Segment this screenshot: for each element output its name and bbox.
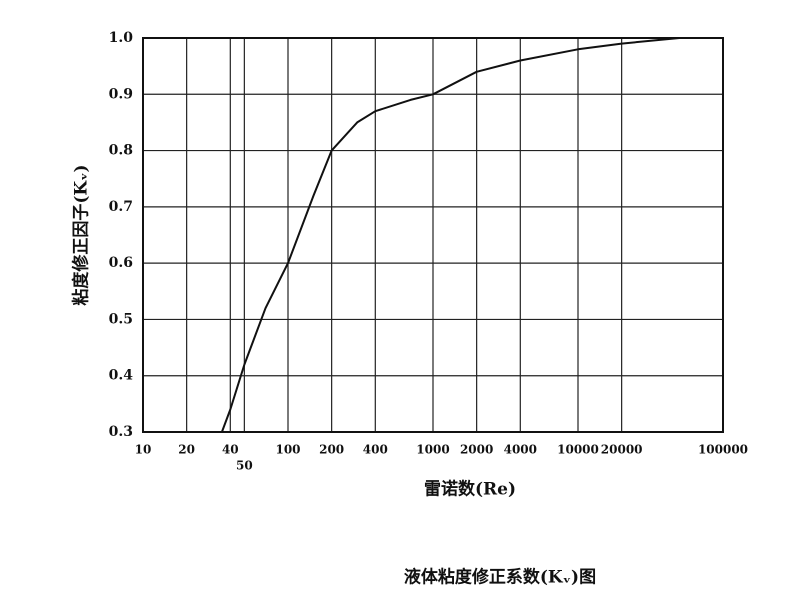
x-tick-label: 4000	[504, 443, 537, 457]
y-tick-label: 0.6	[109, 255, 133, 271]
x-tick-label: 10000	[557, 443, 599, 457]
x-tick-label: 10	[135, 443, 152, 457]
x-tick-label: 100	[275, 443, 300, 457]
y-tick-label: 0.8	[109, 143, 133, 159]
y-tick-label: 0.9	[109, 86, 133, 102]
x-tick-label: 50	[236, 459, 253, 473]
y-tick-label: 0.4	[109, 368, 134, 384]
x-tick-label: 2000	[460, 443, 493, 457]
plot-frame	[142, 37, 724, 433]
x-tick-label: 20	[178, 443, 195, 457]
chart-title: 液体粘度修正系数(Kᵥ)图	[404, 567, 596, 588]
x-tick-label: 100000	[698, 443, 748, 457]
x-tick-label: 1000	[416, 443, 449, 457]
y-axis-label: 粘度修正因子(Kᵥ)	[71, 164, 92, 305]
x-tick-label: 200	[319, 443, 344, 457]
y-tick-label: 1.0	[109, 30, 134, 46]
y-tick-label: 0.7	[109, 199, 133, 215]
x-axis-label: 雷诺数(Re)	[424, 479, 516, 500]
data-line	[220, 37, 723, 433]
x-tick-label: 40	[222, 443, 239, 457]
y-tick-label: 0.3	[109, 424, 133, 440]
x-tick-label: 400	[363, 443, 388, 457]
x-tick-label: 20000	[601, 443, 643, 457]
y-tick-label: 0.5	[109, 311, 133, 327]
